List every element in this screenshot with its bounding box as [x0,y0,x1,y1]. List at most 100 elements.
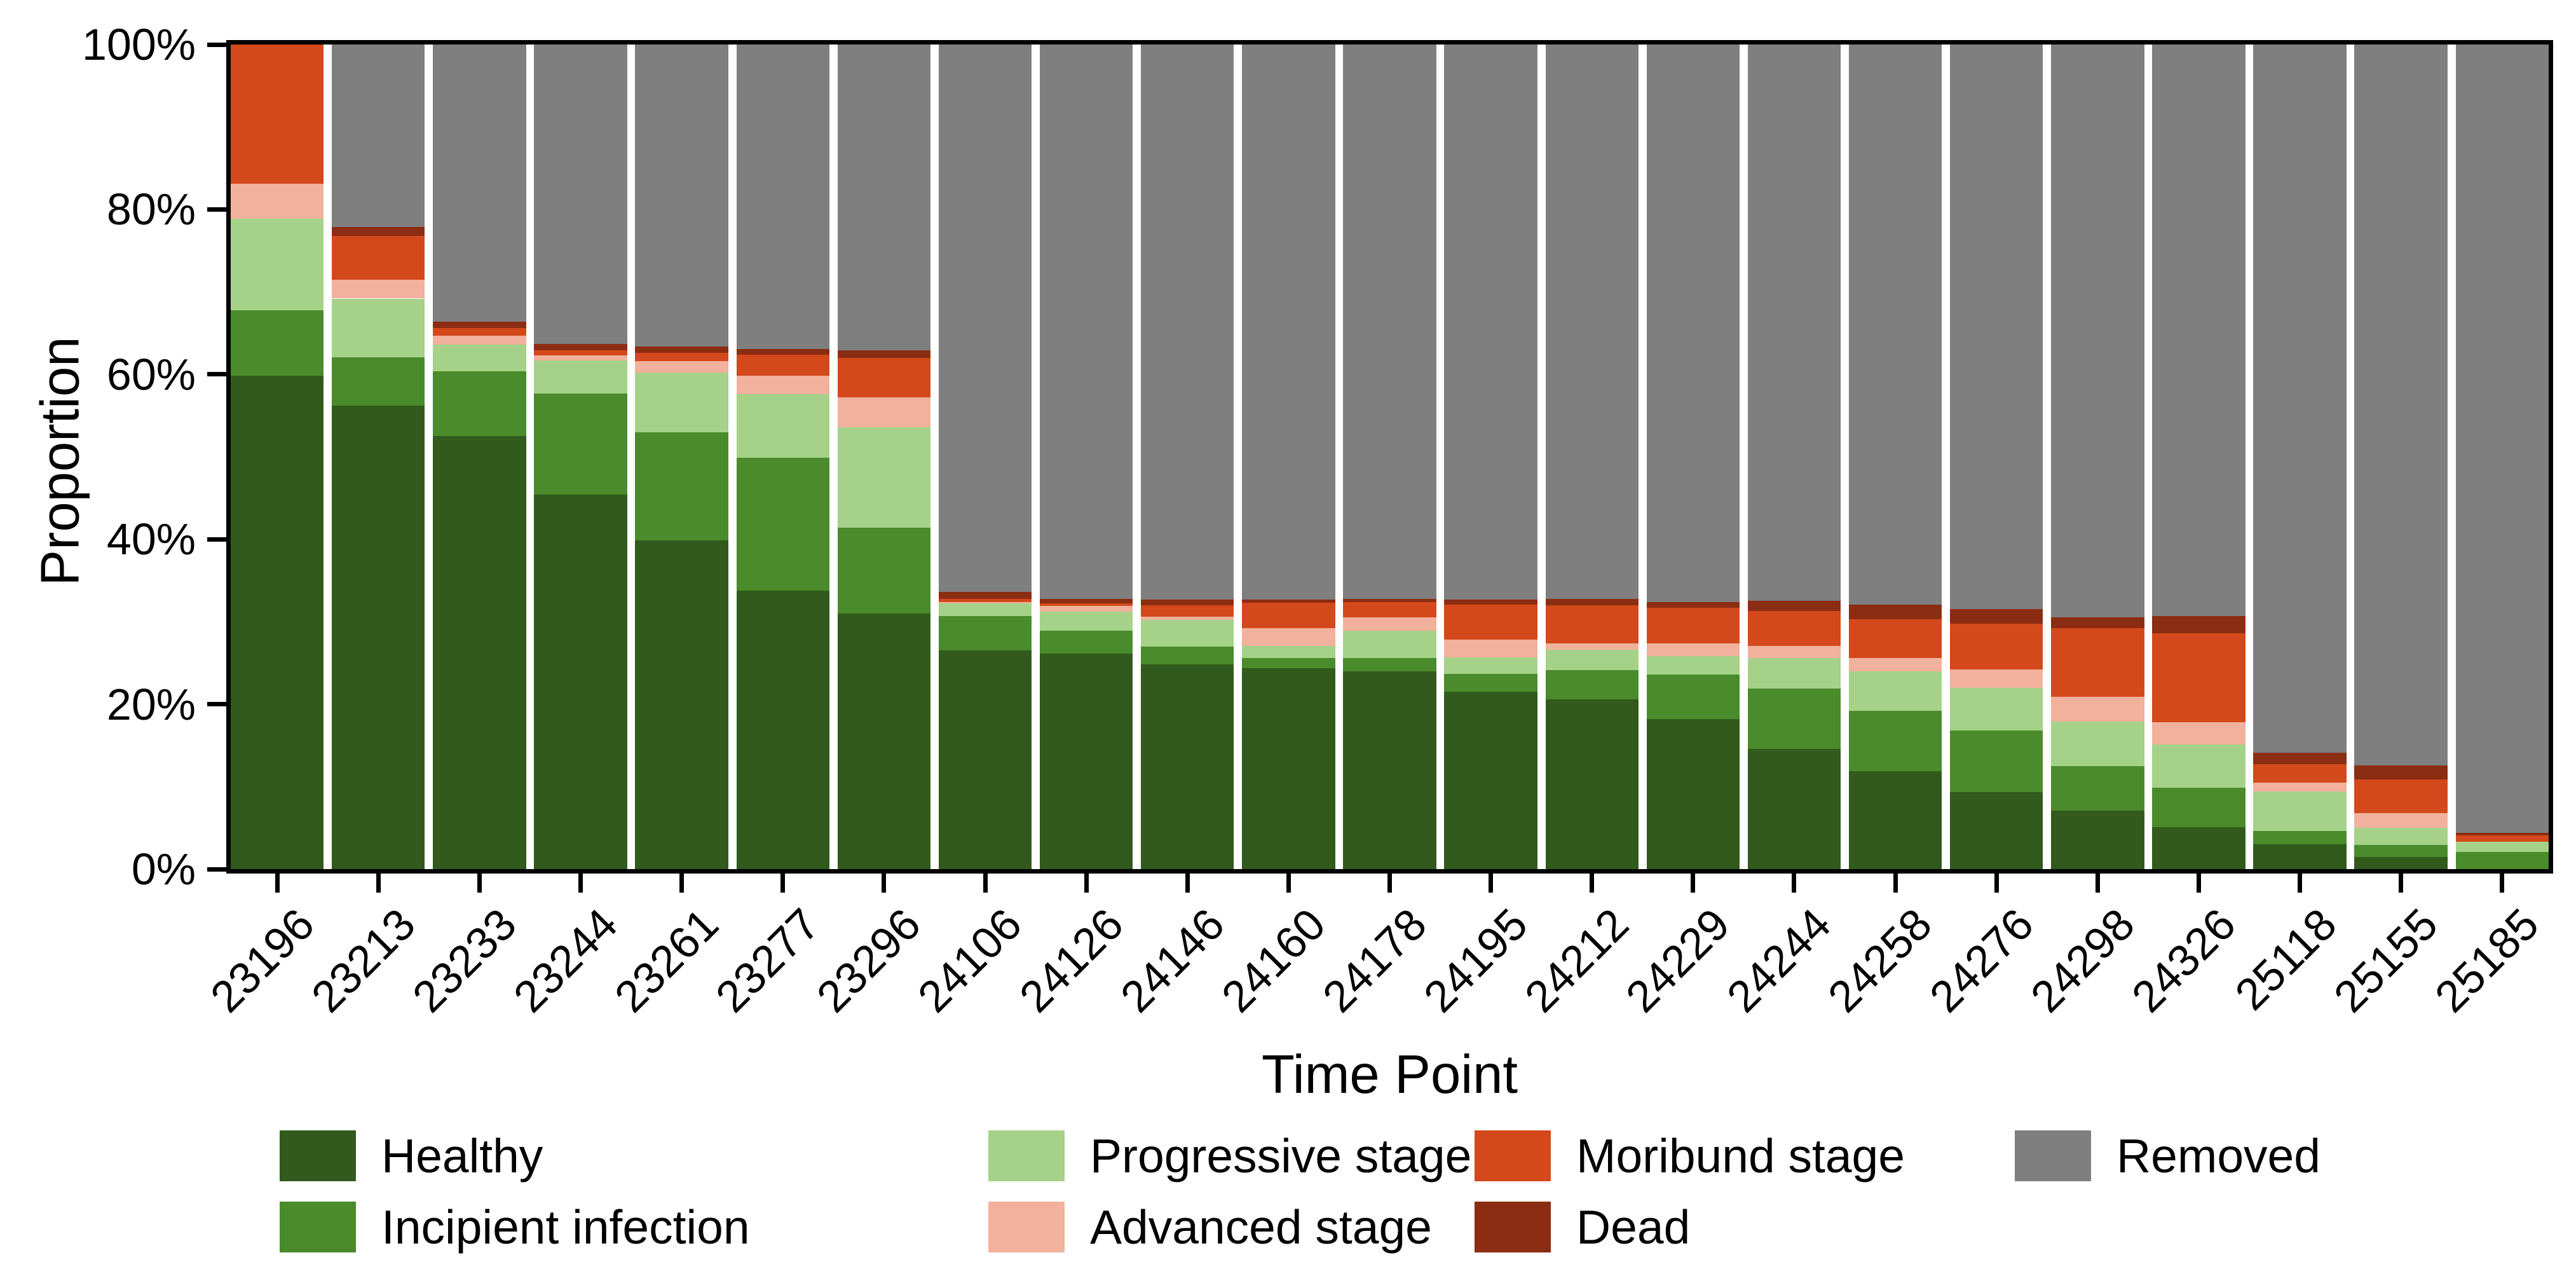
bar-segment-moribund-stage [332,235,425,280]
bar-segment-moribund-stage [2253,764,2347,783]
bar-segment-healthy [635,540,728,869]
bar-segment-healthy [1444,692,1537,869]
bar-segment-progressive-stage [2051,721,2144,766]
bar-segment-dead [837,350,931,358]
bar-segment-advanced-stage [938,601,1032,604]
bar-segment-healthy [332,406,425,869]
y-tick-mark [207,537,226,542]
bar-segment-incipient-infection [1039,631,1133,654]
bar-segment-healthy [1747,748,1841,869]
bar-segment-dead [2354,765,2448,779]
bar-segment-healthy [433,436,526,869]
bar-segment-removed [2051,45,2144,618]
legend-swatch-removed [2015,1130,2091,1181]
bar-segment-progressive-stage [1141,620,1234,647]
bar-segment-healthy [1242,668,1335,869]
bar-segment-removed [1444,45,1537,600]
plot-area [226,40,2553,874]
legend-label: Advanced stage [1090,1200,1432,1254]
bar-segment-moribund-stage [2152,633,2245,723]
bar-segment-healthy [534,495,627,869]
y-tick-label: 80% [106,184,196,235]
bar-segment-removed [2152,45,2245,616]
bar-segment-removed [1950,45,2043,610]
bar-segment-incipient-infection [2051,765,2144,811]
x-tick-label: 24160 [1211,899,1335,1022]
bar-segment-progressive-stage [1444,657,1537,674]
bar-segment-healthy [2354,856,2448,869]
bar-segment-progressive-stage [1747,657,1841,689]
bar-segment-removed [1242,45,1335,600]
bar-segment-incipient-infection [938,615,1032,651]
bar-segment-healthy [1848,771,1942,869]
x-tick-mark [1185,874,1190,893]
bar-segment-progressive-stage [2354,828,2448,846]
bar-segment-dead [1950,609,2043,624]
x-tick-mark [1691,874,1696,893]
bar-segment-progressive-stage [2455,842,2549,852]
x-tick-label: 23233 [402,899,526,1022]
legend-swatch-progressive-stage [988,1130,1065,1181]
x-tick-mark [882,874,887,893]
bar-segment-removed [736,45,829,349]
bar-segment-progressive-stage [1242,645,1335,658]
x-tick-label: 24178 [1313,899,1436,1022]
bar-segment-dead [1343,598,1436,602]
y-tick-label: 100% [81,20,196,69]
x-tick-label: 24106 [908,899,1032,1022]
bar-segment-incipient-infection [534,393,627,495]
bar-segment-moribund-stage [1039,603,1133,607]
bar-segment-advanced-stage [2253,782,2347,792]
x-tick-mark [1994,874,1999,893]
x-tick-mark [477,874,482,893]
bar-segment-moribund-stage [1545,605,1639,643]
bar-segment-removed [1646,45,1740,602]
x-tick-mark [1590,874,1595,893]
x-tick-label: 24195 [1414,899,1537,1022]
bar-segment-dead [1444,599,1537,605]
bar-segment-incipient-infection [332,357,425,406]
bar-segment-removed [1141,45,1234,600]
bar-segment-moribund-stage [736,354,829,376]
x-tick-label: 24326 [2122,899,2245,1022]
x-tick-label: 25185 [2425,899,2549,1022]
bar-segment-healthy [1141,664,1234,869]
x-tick-label: 24244 [1717,899,1841,1022]
x-tick-label: 24212 [1515,899,1639,1022]
x-tick-label: 23196 [200,899,324,1022]
bar-segment-advanced-stage [837,397,931,427]
bar-segment-advanced-stage [635,361,728,373]
bar-segment-healthy [231,376,324,869]
bar-segment-advanced-stage [433,335,526,345]
bar-segment-advanced-stage [2354,813,2448,828]
y-tick-mark [207,372,226,377]
bar-segment-dead [938,592,1032,599]
x-tick-label: 23244 [504,899,627,1022]
x-tick-label: 23296 [807,899,930,1022]
x-tick-label: 24229 [1616,899,1740,1022]
bar-segment-healthy [938,650,1032,869]
bar-segment-moribund-stage [1343,601,1436,618]
bar-segment-progressive-stage [433,345,526,371]
bar-segment-progressive-stage [2253,792,2347,832]
x-tick-label: 23213 [301,899,425,1022]
bar-segment-moribund-stage [1848,619,1942,658]
x-tick-mark [1792,874,1797,893]
x-tick-mark [376,874,381,893]
legend-swatch-dead [1475,1202,1551,1252]
x-tick-label: 25155 [2324,899,2448,1022]
x-tick-label: 23261 [605,899,728,1022]
bar-segment-advanced-stage [1039,606,1133,612]
bar-segment-progressive-stage [332,298,425,357]
x-tick-mark [2196,874,2201,893]
bar-segment-removed [534,45,627,344]
bar-segment-incipient-infection [2253,831,2347,845]
bar-segment-incipient-infection [1848,711,1942,771]
bar-segment-dead [2455,832,2549,835]
bar-segment-progressive-stage [231,218,324,310]
x-tick-mark [2500,874,2505,893]
x-tick-mark [578,874,583,893]
bar-segment-moribund-stage [534,350,627,355]
bar-segment-advanced-stage [1444,640,1537,657]
bar-segment-moribund-stage [2455,835,2549,842]
